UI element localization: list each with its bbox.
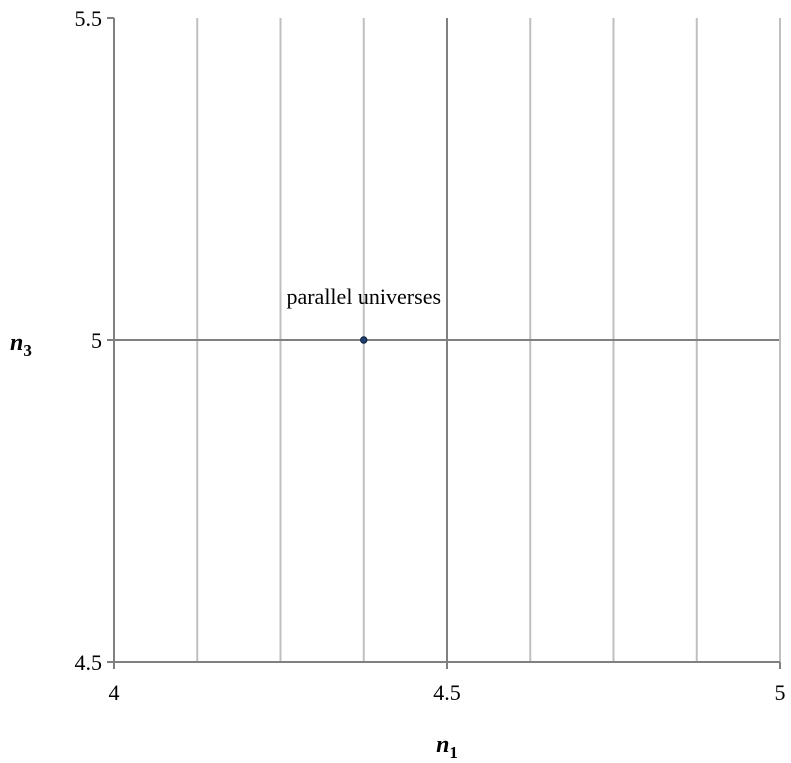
- y-tick-label: 4.5: [75, 650, 103, 675]
- annotation-label: parallel universes: [286, 284, 441, 309]
- x-tick-label: 4: [109, 680, 120, 705]
- x-tick-label: 4.5: [433, 680, 461, 705]
- y-tick-label: 5.5: [75, 6, 103, 31]
- y-axis-title: n3: [10, 330, 32, 360]
- x-axis-title: n1: [436, 732, 458, 762]
- tick-labels: 4.555.54 4.5 5: [75, 6, 786, 705]
- data-points: [360, 336, 368, 344]
- x-tick-label: 5: [775, 680, 786, 705]
- annotations: parallel universes: [286, 284, 441, 309]
- axes: [107, 17, 781, 669]
- data-point: [360, 336, 368, 344]
- gridlines: [114, 18, 781, 662]
- y-tick-label: 5: [91, 328, 102, 353]
